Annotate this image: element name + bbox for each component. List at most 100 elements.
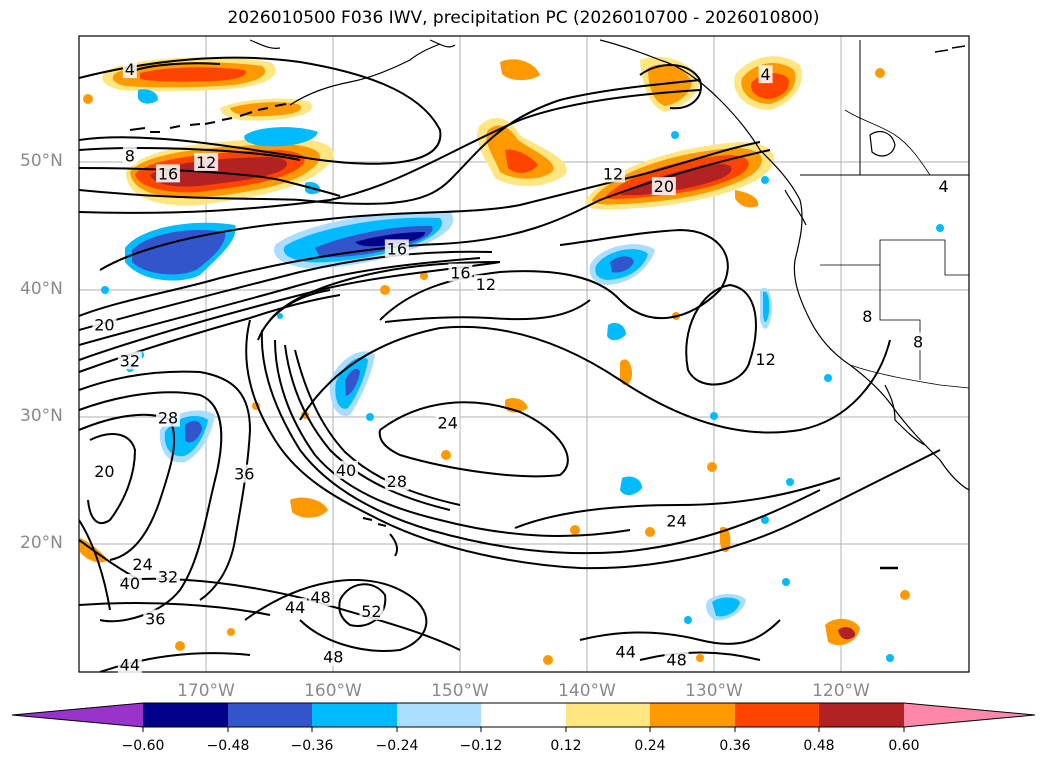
contour-line: [639, 63, 702, 110]
contour-line: [79, 257, 481, 346]
contour-label: 4: [125, 60, 135, 79]
colorbar-tick-label: 0.12: [550, 738, 582, 754]
contour-label: 48: [666, 650, 686, 669]
coastline: [784, 189, 807, 226]
contour-line: [79, 413, 176, 561]
contour-label: 44: [285, 598, 305, 617]
contour-label-background: [117, 351, 142, 370]
contour-label-background: [194, 152, 219, 171]
lon-label-130w: 130°W: [685, 681, 743, 701]
contour-line: [244, 579, 428, 652]
colorbar: [11, 702, 1036, 732]
colorbar-swatch: [228, 703, 312, 727]
lon-label-170w: 170°W: [177, 681, 235, 701]
anomaly-fill: [505, 149, 538, 173]
border-line: [820, 239, 969, 276]
contour-label: 12: [755, 350, 775, 369]
lake-outline: [869, 131, 896, 157]
lat-label-30n: 30°N: [20, 406, 63, 426]
contour-label-background: [122, 146, 137, 165]
contour-label: 8: [913, 332, 923, 351]
contour-line: [79, 167, 341, 197]
contour-label: 24: [438, 414, 458, 433]
coastline: [429, 39, 456, 48]
contour-label-background: [435, 413, 460, 432]
contour-line: [79, 56, 442, 165]
border-line: [844, 109, 931, 176]
anomaly-fill: [132, 230, 226, 275]
contour-label: 48: [310, 588, 330, 607]
contour-label-background: [92, 462, 117, 481]
anomaly-fill: [720, 526, 731, 553]
anomaly-fill: [380, 285, 390, 295]
contour-label-background: [758, 65, 773, 84]
contour-label-background: [321, 647, 346, 666]
contour-line: [384, 299, 591, 323]
contour-line: [274, 339, 631, 537]
colorbar-swatch: [143, 703, 228, 727]
map-content: [79, 36, 969, 672]
aleutian-islands: [239, 103, 287, 117]
figure-title: 2026010500 F036 IWV, precipitation PC (2…: [227, 8, 820, 28]
contour-label-background: [473, 275, 498, 294]
contour-label: 44: [616, 643, 636, 662]
contour-line: [79, 602, 271, 616]
contour-line: [79, 89, 701, 214]
anomaly-fill: [620, 476, 642, 496]
contour-label-background: [143, 609, 168, 628]
graticule: [79, 36, 969, 672]
contour-line: [79, 519, 111, 611]
anomaly-fill: [886, 654, 894, 662]
contour-line: [79, 261, 501, 361]
hawaiian-islands: [362, 517, 399, 557]
colorbar-tick-label: 0.36: [719, 738, 751, 754]
colorbar-swatch: [481, 703, 566, 727]
colorbar-swatch: [650, 703, 735, 727]
contour-label: 32: [120, 351, 140, 370]
anomaly-fill: [875, 68, 885, 78]
contour-line: [79, 370, 252, 601]
contour-label: 32: [158, 568, 178, 587]
anomaly-fill: [277, 313, 283, 319]
contour-label-background: [651, 177, 676, 196]
contour-label-background: [448, 263, 473, 282]
colorbar-tick-label: 0.60: [888, 738, 920, 754]
anomaly-fill: [420, 272, 428, 280]
anomaly-fill: [500, 59, 540, 81]
contour-label: 20: [654, 177, 674, 196]
anomaly-fill: [140, 67, 246, 82]
anomaly-fill: [735, 190, 759, 208]
contour-line: [79, 250, 493, 331]
anomaly-fill: [710, 412, 718, 420]
contour-line: [379, 228, 729, 321]
anomaly-fill: [607, 322, 626, 341]
contour-label-background: [308, 587, 333, 606]
contour-label: 24: [132, 555, 152, 574]
contour-label-background: [117, 655, 142, 674]
contour-label: 8: [125, 147, 135, 166]
colorbar-extend-max: [904, 703, 1035, 727]
anomaly-fill: [696, 654, 704, 662]
contour-label-background: [359, 601, 384, 620]
colorbar-tick-label: −0.48: [206, 738, 250, 754]
contour-line: [685, 283, 757, 386]
contour-line: [87, 433, 137, 525]
contour-label-background: [156, 567, 180, 586]
coastline-baja: [884, 384, 926, 446]
contour-label: 52: [361, 602, 381, 621]
contour-label: 4: [760, 65, 770, 84]
anomaly-fill: [900, 590, 910, 600]
contour-label: 36: [234, 465, 254, 484]
anomaly-fill: [345, 368, 360, 396]
contour-label-background: [117, 573, 142, 592]
anomaly-fill: [763, 291, 770, 323]
contour-line: [99, 652, 251, 672]
anomaly-fill: [761, 516, 769, 524]
anomaly-fill: [645, 527, 655, 537]
anomaly-fill: [138, 89, 158, 104]
contour-label: 12: [196, 153, 216, 172]
contour-label-background: [156, 164, 180, 183]
lat-label-20n: 20°N: [20, 533, 63, 553]
contour-label-background: [936, 177, 951, 196]
